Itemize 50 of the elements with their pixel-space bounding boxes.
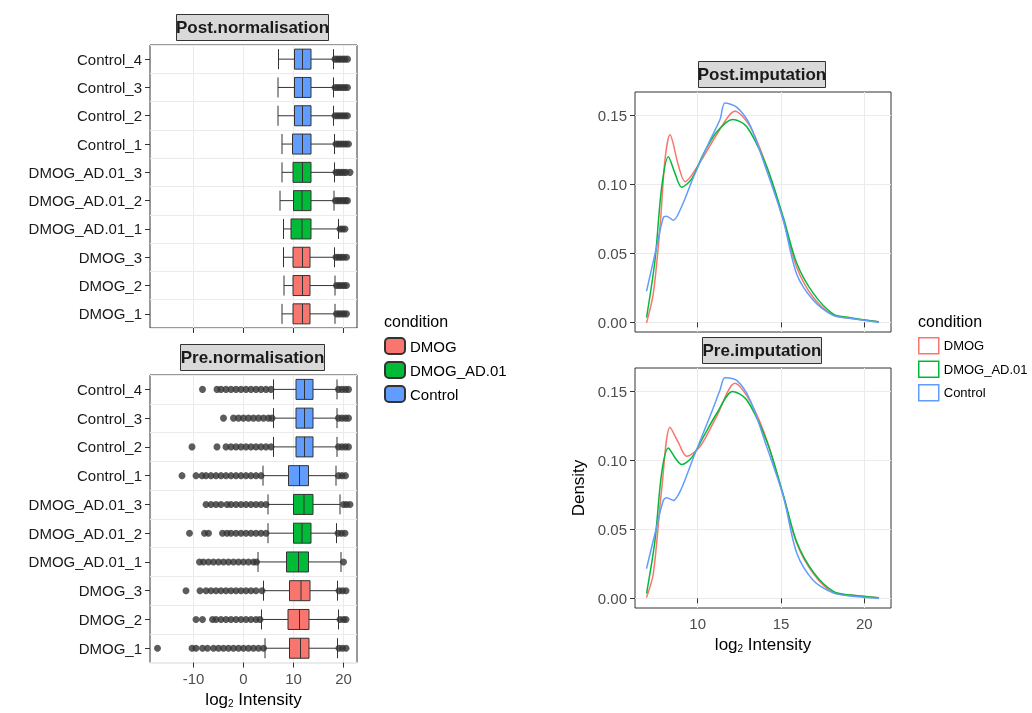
y-tick-label: DMOG_AD.01_2 bbox=[28, 524, 142, 542]
x-tick-label: -10 bbox=[182, 669, 205, 687]
chart-title: Pre.normalisation bbox=[180, 348, 325, 367]
legend-label: DMOG_AD.01 bbox=[410, 361, 507, 379]
x-axis-title: log2 Intensity bbox=[714, 634, 812, 654]
x-tick-label: 20 bbox=[335, 669, 352, 687]
y-tick-label: DMOG_AD.01_1 bbox=[28, 220, 142, 238]
legend-label: DMOG bbox=[410, 337, 457, 355]
y-tick-label: 0.15 bbox=[597, 106, 627, 124]
x-tick-label: 15 bbox=[772, 615, 790, 632]
y-tick-label: DMOG_AD.01_1 bbox=[28, 553, 142, 571]
y-tick-label: DMOG_1 bbox=[78, 639, 142, 657]
x-tick-label: 10 bbox=[689, 615, 707, 632]
y-tick-label: Control_1 bbox=[76, 135, 142, 153]
y-tick-label: DMOG_AD.01_2 bbox=[28, 192, 142, 210]
y-tick-label: Control_3 bbox=[76, 409, 142, 427]
y-tick-label: Control_2 bbox=[76, 107, 142, 125]
y-tick-label: DMOG_3 bbox=[78, 248, 142, 266]
y-tick-label: DMOG_2 bbox=[78, 277, 142, 295]
y-axis-title: Density bbox=[568, 459, 588, 517]
y-tick-label: Control_2 bbox=[76, 438, 142, 456]
x-tick-label: 20 bbox=[855, 615, 873, 632]
legend-label: DMOG bbox=[943, 338, 985, 354]
y-tick-label: DMOG_AD.01_3 bbox=[28, 163, 142, 181]
y-tick-label: Control_3 bbox=[76, 78, 142, 96]
y-tick-label: DMOG_1 bbox=[78, 305, 142, 323]
y-tick-label: Control_4 bbox=[76, 380, 142, 398]
legend-label: DMOG_AD.01 bbox=[943, 361, 1028, 377]
y-tick-label: 0.10 bbox=[597, 451, 627, 469]
y-tick-label: DMOG_AD.01_3 bbox=[28, 495, 142, 513]
y-tick-label: Control_1 bbox=[76, 467, 142, 485]
chart-title: Pre.imputation bbox=[702, 341, 822, 360]
y-tick-label: 0.05 bbox=[597, 244, 627, 262]
legend-label: Control bbox=[943, 385, 986, 401]
y-tick-label: 0.00 bbox=[597, 589, 627, 607]
y-tick-label: 0.05 bbox=[597, 520, 627, 538]
y-tick-label: DMOG_2 bbox=[78, 610, 142, 628]
legend-title: condition bbox=[918, 312, 983, 330]
legend-title: condition bbox=[384, 312, 449, 330]
x-tick-label: 0 bbox=[239, 669, 248, 687]
y-tick-label: 0.00 bbox=[597, 313, 627, 331]
legend-label: Control bbox=[410, 385, 459, 403]
chart-title: Post.normalisation bbox=[175, 18, 330, 37]
chart-title: Post.imputation bbox=[697, 65, 827, 84]
y-tick-label: Control_4 bbox=[76, 50, 142, 68]
y-tick-label: 0.15 bbox=[597, 382, 627, 400]
x-tick-label: 10 bbox=[285, 669, 302, 687]
y-tick-label: DMOG_3 bbox=[78, 582, 142, 600]
x-axis-title: log2 Intensity bbox=[205, 689, 303, 709]
y-tick-label: 0.10 bbox=[597, 175, 627, 193]
